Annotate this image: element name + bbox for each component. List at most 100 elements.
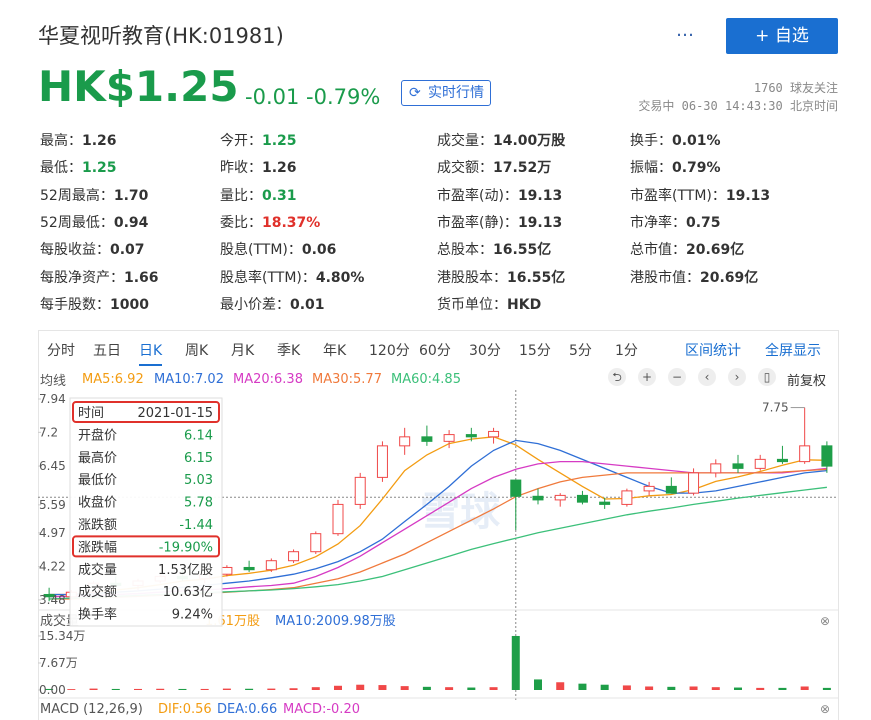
- candle-body: [754, 458, 766, 469]
- tooltip-value: 2021-01-15: [137, 406, 213, 421]
- macd-legend: MACD:-0.20: [283, 702, 360, 717]
- stat-label: 港股市值：: [630, 269, 700, 286]
- ma-title: 均线: [40, 374, 67, 389]
- candle-body: [799, 445, 811, 463]
- stat-label: 总股本：: [437, 242, 493, 259]
- tooltip-value: -19.90%: [159, 540, 213, 555]
- stat-label: 每股收益：: [40, 242, 110, 259]
- stat-label: 每股净资产：: [40, 269, 124, 286]
- tool-icon[interactable]: +: [638, 368, 656, 386]
- close-icon: ⊗: [820, 702, 830, 716]
- stat: 量比：0.31: [220, 185, 297, 205]
- tool-icon[interactable]: −: [668, 368, 686, 386]
- y-tick-label: 4.97: [39, 526, 66, 540]
- volume-bar: [400, 686, 409, 690]
- stat: 最高：1.26: [40, 130, 117, 150]
- stat-value: 20.69亿: [686, 242, 745, 259]
- volume-bar: [378, 685, 387, 690]
- tab[interactable]: 5分: [569, 343, 592, 359]
- candle-body: [732, 463, 744, 469]
- stat-label: 今开：: [220, 133, 262, 149]
- change: -0.01 -0.79%: [245, 85, 381, 109]
- stat-value: 14.00万股: [493, 133, 566, 149]
- ma-name: MA10:: [154, 372, 195, 387]
- tab[interactable]: 1分: [615, 343, 638, 359]
- realtime-button[interactable]: 实时行情 ⟳: [401, 80, 491, 106]
- tab-right[interactable]: 全屏显示: [765, 343, 821, 359]
- tab[interactable]: 15分: [519, 343, 551, 359]
- tooltip-value: 6.14: [184, 428, 213, 443]
- volume-bar: [422, 686, 431, 690]
- tab[interactable]: 分时: [47, 343, 75, 359]
- stat: 市净率：0.75: [630, 212, 721, 232]
- ma-value: 4.85: [432, 372, 461, 387]
- volume-bar: [134, 688, 142, 690]
- volume-bar: [245, 688, 254, 690]
- stat: 委比：18.37%: [220, 212, 320, 232]
- stat-label: 股息(TTM)：: [220, 242, 302, 259]
- vol-tick-label: 0.00: [39, 683, 66, 697]
- tool-icon[interactable]: ⮌: [608, 368, 626, 386]
- stat-value: 1.70: [113, 187, 149, 204]
- macd-legend: DIF:0.56: [158, 702, 212, 717]
- volume-bar: [289, 688, 298, 690]
- volume-bar: [556, 682, 565, 690]
- tooltip-value: 5.03: [184, 473, 213, 488]
- tooltip: [69, 397, 223, 627]
- stat-label: 量比：: [220, 187, 262, 204]
- volume-bar: [622, 685, 631, 690]
- ma-name: MA5:: [82, 372, 115, 387]
- y-tick-label: 7.94: [39, 392, 66, 406]
- tab[interactable]: 月K: [231, 343, 255, 359]
- stat-value: 19.13: [517, 214, 563, 231]
- follow-button[interactable]: + 自选: [726, 18, 838, 54]
- candle-body: [710, 463, 722, 474]
- stat-label: 52周最低：: [40, 214, 114, 231]
- stat: 股息(TTM)：0.06: [220, 239, 336, 259]
- candle-body: [243, 566, 255, 571]
- adjust[interactable]: 前复权: [787, 374, 827, 389]
- more-button[interactable]: …: [676, 20, 694, 41]
- stat-label: 成交额：: [437, 160, 493, 177]
- stat: 52周最高：1.70: [40, 185, 148, 205]
- stat-value: 19.13: [725, 187, 771, 204]
- candle-body: [399, 436, 411, 447]
- tab[interactable]: 五日: [93, 343, 121, 359]
- stat: 市盈率(TTM)：19.13: [630, 185, 770, 205]
- tab[interactable]: 年K: [323, 343, 347, 359]
- volume-bar: [734, 687, 742, 690]
- tab[interactable]: 120分: [369, 343, 410, 359]
- stat: 总股本：16.55亿: [437, 239, 551, 259]
- tab[interactable]: 60分: [419, 343, 451, 359]
- candle-body: [288, 551, 300, 562]
- volume-bar: [822, 687, 831, 690]
- tab[interactable]: 季K: [277, 343, 301, 359]
- y-tick-label: 5.59: [39, 498, 66, 512]
- stat-value: 1000: [110, 296, 149, 313]
- tool-icon[interactable]: ‹: [698, 368, 716, 386]
- stat-label: 52周最高：: [40, 187, 114, 204]
- volume-bar: [156, 688, 165, 690]
- stat: 成交额：17.52万: [437, 157, 551, 177]
- tool-icon[interactable]: ▯: [758, 368, 776, 386]
- stat-label: 市净率：: [630, 214, 686, 231]
- candle-body: [554, 494, 566, 501]
- tool-icon[interactable]: ›: [728, 368, 746, 386]
- stat-label: 换手：: [630, 133, 672, 149]
- stat: 每股收益：0.07: [40, 239, 145, 259]
- realtime-label: 实时行情: [428, 85, 484, 101]
- candle-body: [576, 494, 588, 503]
- stat-value: 1.26: [82, 133, 117, 149]
- highlight: [72, 401, 220, 423]
- tab-right[interactable]: 区间统计: [685, 343, 741, 359]
- tab[interactable]: 30分: [469, 343, 501, 359]
- tab[interactable]: 周K: [185, 343, 209, 359]
- y-tick-label: 6.45: [39, 459, 66, 473]
- tooltip-label: 涨跌幅: [78, 539, 117, 555]
- tab[interactable]: 日K: [139, 340, 163, 366]
- stat: 港股市值：20.69亿: [630, 267, 758, 287]
- stat: 每股净资产：1.66: [40, 267, 159, 287]
- candle-body: [532, 495, 544, 501]
- vol-title: 成交量: [40, 613, 79, 629]
